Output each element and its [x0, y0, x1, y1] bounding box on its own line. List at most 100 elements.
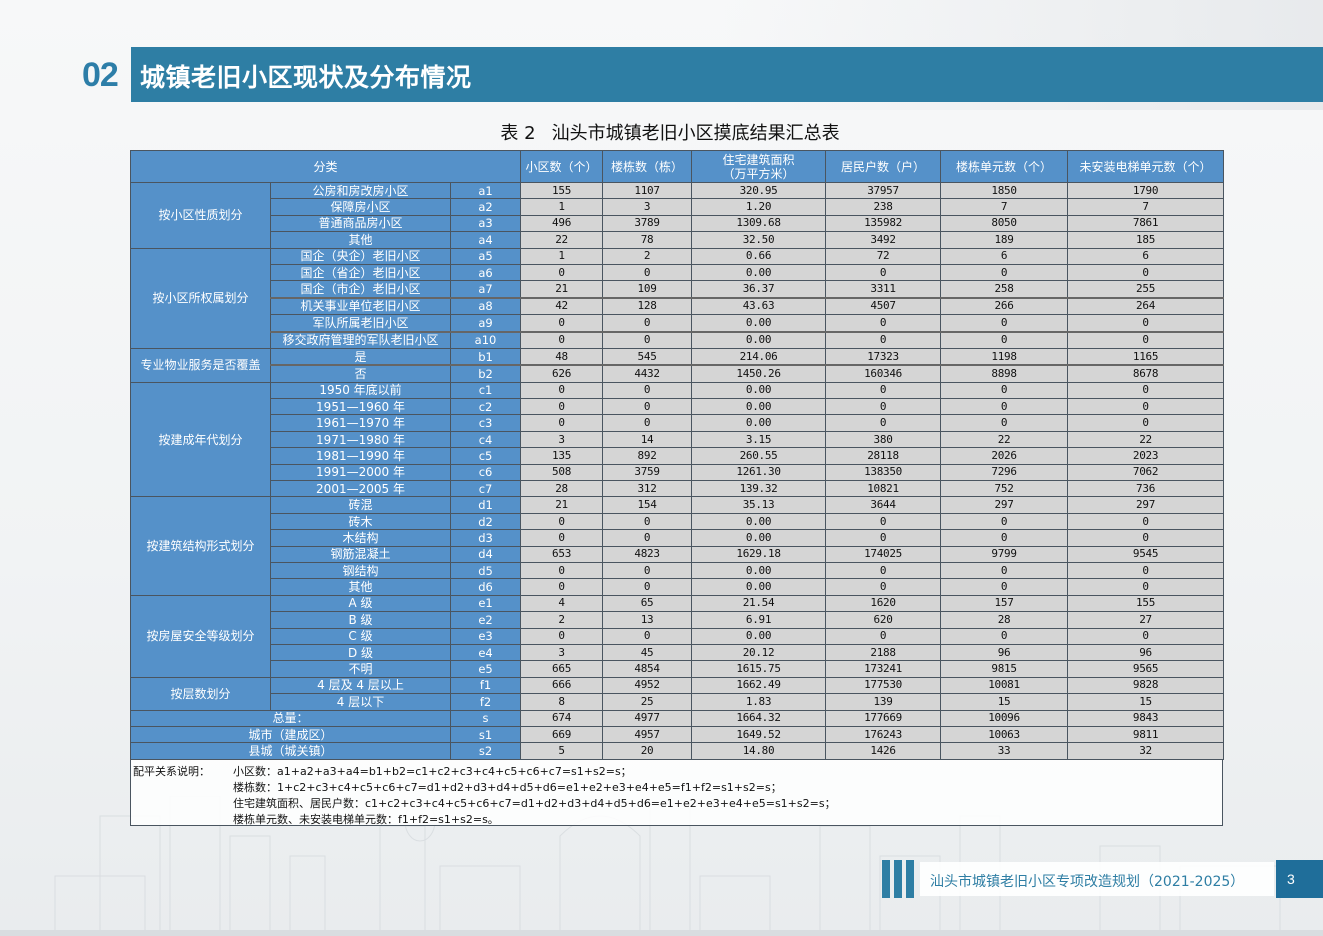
table-row: 1971—1980 年 c4 3 14 3.15 380 22 22: [131, 430, 1225, 449]
data-cell: 4977: [602, 709, 693, 727]
data-cell: 154: [602, 496, 693, 514]
data-cell: 214.06: [691, 347, 827, 366]
table-row: 按房屋安全等级划分 A 级 e1 4 65 21.54 1620 157 155: [130, 594, 1225, 678]
row-item-label: 4 层以下: [270, 693, 451, 711]
table-row: 按建筑结构形式划分 砖混 d1 21 154 35.13 3644 297 297: [130, 496, 1225, 596]
data-cell: 3759: [602, 463, 693, 482]
row-code: e1: [449, 594, 522, 613]
data-cell: 135: [520, 447, 604, 465]
data-cell: 10081: [940, 676, 1069, 695]
data-cell: 297: [1067, 496, 1225, 514]
data-cell: 6.91: [691, 611, 827, 629]
row-item-label: 军队所属老旧小区: [270, 314, 451, 333]
row-item-label: 否: [270, 364, 451, 383]
data-cell: 0: [602, 314, 693, 333]
row-item-label: 2001—2005 年: [270, 480, 451, 498]
data-cell: 0: [940, 330, 1069, 349]
data-cell: 3.15: [691, 430, 827, 449]
data-cell: 160346: [825, 364, 942, 383]
header-floor-area: 住宅建筑面积 （万平方米）: [691, 150, 827, 183]
data-cell: 48: [520, 347, 604, 366]
data-cell: 8050: [940, 214, 1069, 233]
table-row: 保障房小区 a2 1 3 1.20 238 7 7: [131, 198, 1225, 216]
row-code: s1: [449, 725, 522, 744]
data-cell: 0: [940, 398, 1069, 416]
notes-line: 楼栋单元数、未安装电梯单元数：f1+f2=s1+s2=s。: [233, 813, 499, 826]
notes-line: 小区数：a1+a2+a3+a4=b1+b2=c1+c2+c3+c4+c5+c6+…: [233, 765, 632, 778]
data-cell: 0: [602, 512, 693, 531]
data-cell: 0: [825, 314, 942, 333]
row-item-label: 1981—1990 年: [270, 447, 451, 465]
data-cell: 4507: [825, 296, 942, 316]
row-item-label: 是: [270, 347, 451, 366]
notes-line: 楼栋数：1+c2+c3+c4+c5+c6+c7=d1+d2+d3+d4+d5+d…: [233, 781, 782, 794]
data-cell: 35.13: [691, 496, 827, 514]
data-cell: 1629.18: [691, 545, 827, 563]
data-cell: 1615.75: [691, 660, 827, 678]
data-cell: 9565: [1067, 660, 1225, 678]
total-label: 总量：: [130, 709, 451, 727]
data-cell: 0: [520, 578, 604, 596]
row-item-label: 木结构: [270, 529, 451, 547]
table-row: 木结构 d3 0 0 0.00 0 0 0: [131, 529, 1225, 547]
row-code: c6: [449, 463, 522, 482]
group-label: 专业物业服务是否覆盖: [130, 347, 271, 383]
data-cell: 4952: [602, 676, 693, 695]
data-cell: 1450.26: [691, 364, 827, 383]
data-cell: 0: [1067, 398, 1225, 416]
data-cell: 135982: [825, 214, 942, 233]
data-cell: 22: [1067, 430, 1225, 449]
data-cell: 0: [1067, 529, 1225, 547]
data-cell: 0.00: [691, 398, 827, 416]
data-cell: 138350: [825, 463, 942, 482]
data-cell: 3492: [825, 231, 942, 249]
data-cell: 28118: [825, 447, 942, 465]
row-code: a8: [449, 296, 522, 316]
row-code: a7: [449, 280, 522, 299]
data-cell: 2: [520, 611, 604, 629]
row-item-label: D 级: [270, 643, 451, 662]
data-cell: 9828: [1067, 676, 1225, 695]
data-cell: 32: [1067, 742, 1225, 760]
data-cell: 0.00: [691, 529, 827, 547]
data-cell: 0: [825, 330, 942, 349]
data-cell: 0: [940, 627, 1069, 645]
data-cell: 0: [1067, 512, 1225, 531]
table-row: 1981—1990 年 c5 135 892 260.55 28118 2026 2023: [131, 447, 1225, 465]
data-cell: 0.00: [691, 578, 827, 596]
data-cell: 3: [602, 198, 693, 216]
header-category: 分类: [129, 150, 522, 183]
row-code: e5: [449, 660, 522, 678]
data-cell: 2023: [1067, 447, 1225, 465]
summary-table: 分类 小区数（个） 楼栋数（栋） 住宅建筑面积 （万平方米） 居民户数（户） 楼…: [129, 150, 1225, 760]
section-title: 城镇老旧小区现状及分布情况: [140, 63, 472, 92]
data-cell: 1: [520, 198, 604, 216]
data-cell: 0: [520, 512, 604, 531]
header-unit-count: 楼栋单元数（个）: [940, 150, 1069, 183]
data-cell: 496: [520, 214, 604, 233]
data-cell: 37957: [825, 181, 942, 200]
data-cell: 1426: [825, 742, 942, 760]
data-cell: 0: [940, 529, 1069, 547]
table-number: 表 2: [500, 123, 536, 144]
data-cell: 21: [520, 280, 604, 299]
row-item-label: 1991—2000 年: [270, 463, 451, 482]
data-cell: 0.00: [691, 414, 827, 432]
data-cell: 1309.68: [691, 214, 827, 233]
section-header: 02 城镇老旧小区现状及分布情况: [0, 47, 1323, 102]
data-cell: 0: [825, 561, 942, 580]
data-cell: 0: [602, 578, 693, 596]
row-code: c5: [449, 447, 522, 465]
row-item-label: 砖木: [270, 512, 451, 531]
data-cell: 666: [520, 676, 604, 695]
table-row: C 级 e3 0 0 0.00 0 0 0: [131, 627, 1225, 645]
row-code: d1: [449, 496, 522, 514]
data-cell: 0.00: [691, 627, 827, 645]
data-cell: 0.00: [691, 330, 827, 349]
data-cell: 0: [602, 561, 693, 580]
data-cell: 157: [940, 594, 1069, 613]
data-cell: 0: [825, 529, 942, 547]
data-cell: 17323: [825, 347, 942, 366]
row-code: s: [449, 709, 522, 727]
section-title-bar: 城镇老旧小区现状及分布情况: [131, 47, 1323, 102]
